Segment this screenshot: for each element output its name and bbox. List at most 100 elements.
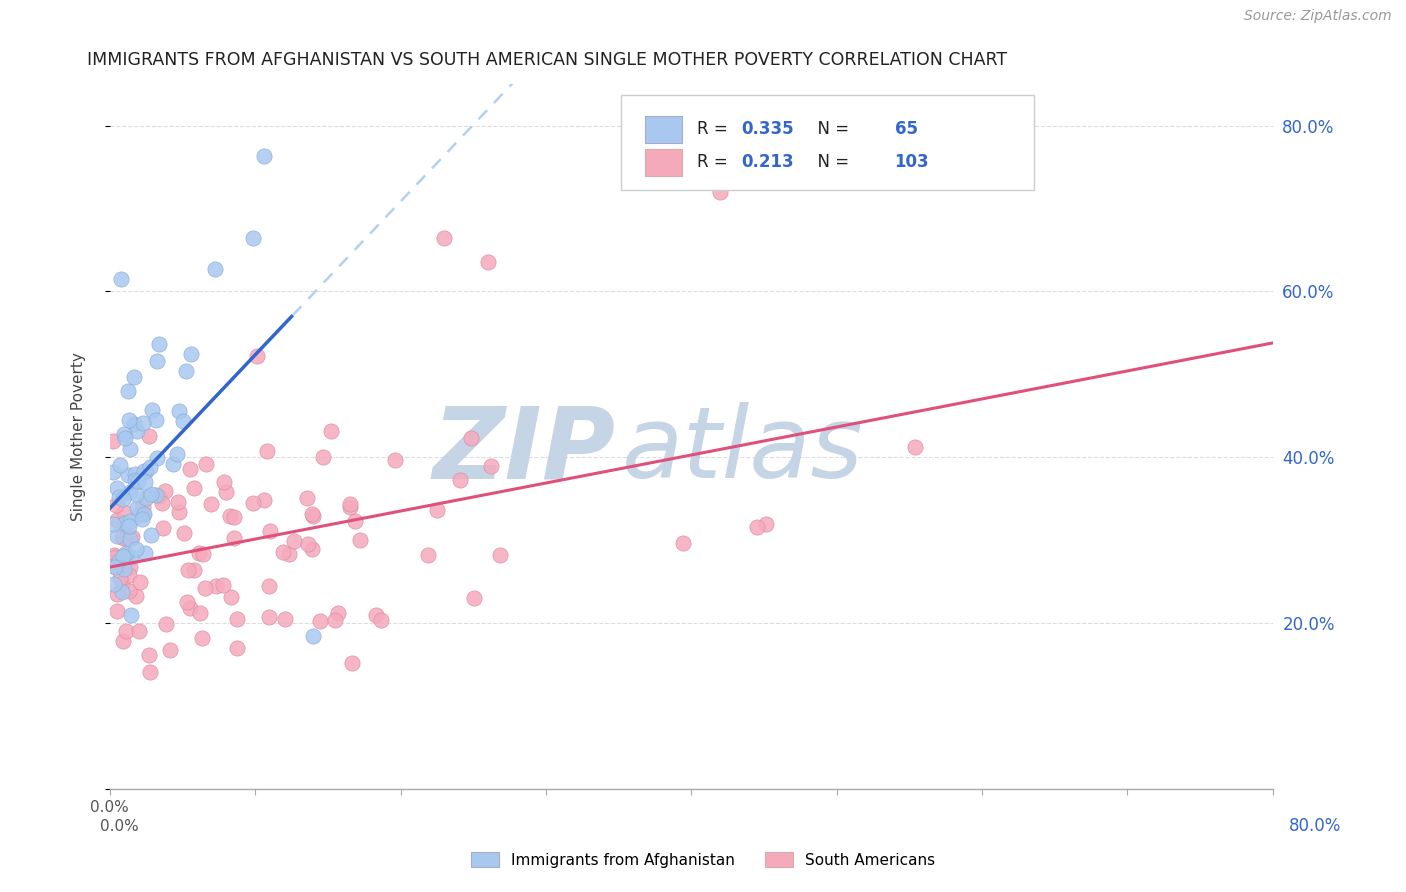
Point	[159, 642, 181, 657]
Point	[463, 591, 485, 605]
Text: N =: N =	[807, 153, 855, 170]
Point	[135, 491, 157, 505]
Text: 80.0%: 80.0%	[1288, 817, 1341, 835]
Point	[253, 492, 276, 507]
Point	[120, 549, 142, 564]
Point	[148, 336, 170, 351]
Point	[105, 529, 128, 543]
Point	[138, 648, 160, 663]
Point	[118, 584, 141, 599]
Text: R =: R =	[697, 153, 733, 170]
Point	[101, 465, 124, 479]
Point	[117, 384, 139, 398]
Point	[131, 511, 153, 525]
Point	[101, 558, 124, 573]
Point	[125, 589, 148, 603]
Text: atlas: atlas	[621, 402, 863, 500]
Point	[132, 500, 155, 514]
Point	[145, 488, 167, 502]
Point	[118, 560, 141, 574]
Point	[138, 428, 160, 442]
Point	[180, 347, 202, 361]
Point	[103, 560, 125, 574]
Point	[364, 607, 387, 622]
Point	[295, 491, 318, 506]
Point	[134, 464, 156, 478]
Point	[370, 613, 392, 627]
Point	[274, 612, 297, 626]
Point	[174, 364, 197, 378]
Point	[433, 230, 456, 244]
Point	[219, 509, 242, 524]
Point	[212, 475, 235, 490]
Point	[204, 262, 226, 277]
Point	[103, 516, 125, 531]
Point	[114, 624, 136, 638]
Point	[115, 546, 138, 560]
Point	[112, 427, 135, 442]
Point	[339, 497, 361, 511]
Point	[105, 513, 128, 527]
Point	[302, 629, 325, 643]
Point	[134, 507, 156, 521]
Point	[121, 530, 143, 544]
Point	[257, 579, 280, 593]
Point	[242, 231, 264, 245]
Point	[117, 468, 139, 483]
Point	[125, 487, 148, 501]
Point	[489, 548, 512, 562]
Text: 0.335: 0.335	[741, 120, 794, 137]
Point	[271, 545, 294, 559]
Point	[205, 579, 228, 593]
Point	[222, 532, 245, 546]
Point	[112, 549, 135, 564]
Point	[114, 516, 136, 530]
Point	[132, 416, 155, 430]
Point	[110, 272, 132, 286]
Point	[118, 485, 141, 500]
Point	[745, 520, 768, 534]
FancyBboxPatch shape	[645, 149, 682, 176]
Point	[112, 562, 135, 576]
Point	[194, 581, 217, 595]
Point	[167, 505, 190, 519]
Point	[103, 548, 125, 562]
Point	[111, 530, 134, 544]
Point	[104, 549, 127, 564]
FancyBboxPatch shape	[645, 116, 682, 143]
Point	[128, 508, 150, 522]
Point	[141, 402, 163, 417]
Point	[222, 509, 245, 524]
Point	[127, 474, 149, 488]
Point	[118, 514, 141, 528]
Point	[179, 462, 201, 476]
Point	[103, 577, 125, 591]
Text: Source: ZipAtlas.com: Source: ZipAtlas.com	[1244, 9, 1392, 22]
Text: 65: 65	[894, 120, 918, 137]
Point	[301, 507, 323, 521]
Point	[111, 634, 134, 648]
Point	[166, 447, 188, 461]
Point	[152, 521, 174, 535]
Point	[127, 501, 149, 516]
Point	[246, 349, 269, 363]
Point	[105, 604, 128, 618]
Point	[211, 578, 233, 592]
Point	[153, 484, 176, 499]
Point	[172, 414, 194, 428]
Point	[384, 453, 406, 467]
Point	[460, 431, 482, 445]
Point	[349, 533, 371, 548]
Point	[101, 434, 124, 448]
Text: IMMIGRANTS FROM AFGHANISTAN VS SOUTH AMERICAN SINGLE MOTHER POVERTY CORRELATION : IMMIGRANTS FROM AFGHANISTAN VS SOUTH AME…	[87, 51, 1007, 69]
Text: N =: N =	[807, 120, 855, 137]
Point	[114, 505, 136, 519]
Point	[111, 575, 134, 590]
Point	[479, 459, 502, 474]
Point	[416, 548, 439, 562]
Point	[122, 369, 145, 384]
Point	[105, 481, 128, 495]
Point	[120, 607, 142, 622]
Point	[167, 495, 190, 509]
Text: 0.213: 0.213	[741, 153, 794, 170]
